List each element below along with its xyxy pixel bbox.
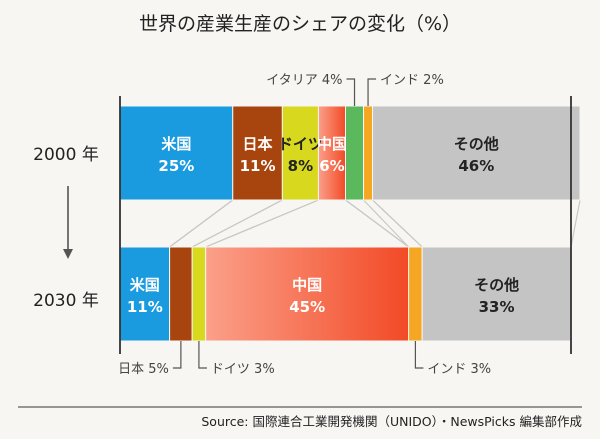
bars [119, 105, 581, 342]
bar-germany-2000 [281, 105, 319, 201]
callout-text: 日本 5% [118, 362, 169, 377]
bar-india-2000 [363, 105, 374, 201]
callout-text: インド 2% [380, 73, 444, 88]
bar-india-2030 [408, 246, 423, 342]
segment-name-china-1: 中国 [292, 276, 322, 294]
source-note: Source: 国際連合工業開発機関（UNIDO）・NewsPicks 編集部作… [201, 414, 582, 429]
segment-value-other-1: 33% [479, 298, 515, 316]
bar-japan-2000 [232, 105, 283, 201]
connector-line-japan [169, 199, 234, 248]
bar-italy-2000 [345, 105, 365, 201]
callout-leader-line [172, 341, 182, 369]
bar-other-2030 [421, 246, 572, 342]
connector-line-other [372, 199, 423, 248]
down-arrow-icon [63, 186, 73, 259]
segment-value-usa-1: 11% [127, 298, 163, 316]
segment-value-other-0: 46% [458, 157, 494, 175]
segment-value-japan-0: 11% [240, 157, 276, 175]
segment-labels: 米国25%日本11%ドイツ8%中国6%その他46%米国11%中国45%その他33… [127, 135, 519, 316]
bar-japan-2030 [169, 246, 193, 342]
callouts: イタリア 4% インド 2% 日本 5% ドイツ 3% インド 3% [118, 73, 491, 377]
segment-value-usa-0: 25% [158, 157, 194, 175]
bar-china-2000 [317, 105, 347, 201]
bar-china-2030 [205, 246, 410, 342]
axes [119, 96, 572, 354]
callout-text: イタリア 4% [266, 73, 342, 88]
bar-usa-2000 [119, 105, 234, 201]
segment-name-other-1: その他 [474, 276, 519, 294]
callout-text: ドイツ 3% [211, 362, 275, 377]
bar-germany-2030 [191, 246, 207, 342]
callout-germany-1: ドイツ 3% [198, 341, 275, 377]
segment-name-japan-0: 日本 [243, 135, 273, 153]
callout-india-0: インド 2% [367, 73, 444, 106]
connector-line-china [205, 199, 319, 248]
connector-line-india [363, 199, 410, 248]
connector-line-germany [191, 199, 283, 248]
segment-name-china-0: 中国 [317, 135, 347, 153]
callout-italy-0: イタリア 4% [266, 73, 356, 106]
segment-name-usa-0: 米国 [161, 135, 191, 153]
segment-value-china-0: 6% [319, 157, 344, 175]
connector-line-other [570, 199, 581, 248]
segment-name-germany-0: ドイツ [278, 135, 323, 153]
bar-usa-2030 [119, 246, 171, 342]
segment-name-other-0: その他 [454, 135, 499, 153]
segment-name-usa-1: 米国 [130, 276, 160, 294]
segment-value-germany-0: 8% [288, 157, 313, 175]
callout-japan-1: 日本 5% [118, 341, 182, 377]
year-label-2030: 2030 年 [33, 291, 99, 311]
callout-leader-line [414, 341, 424, 369]
chart-title: 世界の産業生産のシェアの変化（%） [139, 13, 461, 35]
callout-leader-line [367, 78, 377, 106]
connector-lines [169, 199, 581, 248]
connector-line-italy [345, 199, 409, 248]
bar-other-2000 [372, 105, 581, 201]
callout-india-1: インド 3% [414, 341, 491, 377]
callout-text: インド 3% [427, 362, 491, 377]
segment-value-china-1: 45% [289, 298, 325, 316]
callout-leader-line [198, 341, 207, 369]
callout-leader-line [346, 78, 356, 106]
year-label-2000: 2000 年 [33, 145, 99, 165]
